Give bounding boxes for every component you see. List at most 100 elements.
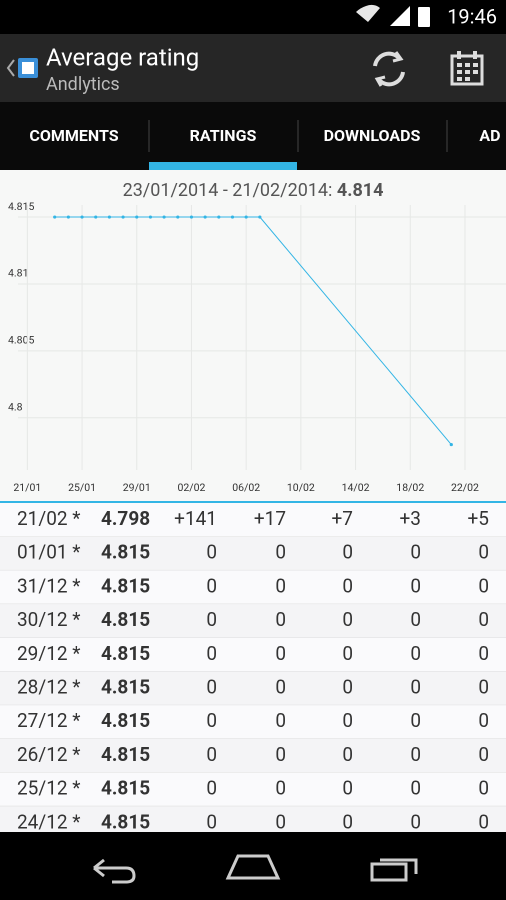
- subtitle: Andlytics: [46, 74, 120, 95]
- count-cell: 0: [342, 810, 353, 833]
- count-cell: 0: [410, 574, 421, 597]
- count-cell: +141: [174, 507, 217, 530]
- count-cell: 0: [275, 574, 286, 597]
- count-cell: 0: [410, 709, 421, 732]
- x-tick-label: 18/02: [396, 481, 424, 494]
- table-row: [0, 671, 506, 706]
- count-cell: 0: [275, 810, 286, 833]
- count-cell: 0: [410, 810, 421, 833]
- table-row: [0, 503, 506, 537]
- rating-cell: 4.815: [101, 709, 150, 732]
- data-point: [217, 215, 221, 219]
- count-cell: 0: [342, 541, 353, 564]
- count-cell: 0: [410, 642, 421, 665]
- refresh-button[interactable]: [373, 51, 405, 87]
- count-cell: 0: [275, 642, 286, 665]
- count-cell: 0: [410, 676, 421, 699]
- chart-title-value: 4.814: [337, 180, 384, 201]
- data-point: [176, 215, 180, 219]
- count-cell: 0: [206, 676, 217, 699]
- date-cell: 27/12 *: [17, 709, 80, 732]
- recents-button[interactable]: [370, 858, 418, 882]
- data-point: [148, 215, 153, 219]
- count-cell: 0: [206, 709, 217, 732]
- count-cell: +3: [400, 507, 421, 530]
- date-cell: 21/02 *: [17, 507, 80, 530]
- rating-cell: 4.815: [101, 743, 150, 766]
- x-tick-label: 10/02: [287, 481, 315, 494]
- count-cell: 0: [275, 676, 286, 699]
- chart-area: [0, 170, 506, 502]
- date-cell: 01/01 *: [17, 541, 80, 564]
- clock: 19:46: [447, 4, 497, 28]
- count-cell: 0: [342, 642, 353, 665]
- count-cell: 0: [342, 709, 353, 732]
- data-point: [107, 215, 112, 219]
- app-icon-inner: [22, 62, 34, 74]
- up-caret[interactable]: [6, 59, 15, 77]
- data-point: [121, 215, 125, 219]
- data-point: [94, 215, 98, 219]
- status-bar: [0, 0, 506, 34]
- count-cell: 0: [478, 810, 489, 833]
- count-cell: 0: [410, 743, 421, 766]
- table-row: [0, 536, 506, 571]
- calendar-button[interactable]: [450, 51, 484, 86]
- data-point: [258, 215, 262, 219]
- back-button[interactable]: [93, 858, 136, 884]
- data-point: [80, 215, 84, 219]
- count-cell: 0: [206, 743, 217, 766]
- count-cell: 0: [342, 777, 353, 800]
- data-point: [66, 215, 70, 219]
- count-cell: 0: [478, 777, 489, 800]
- count-cell: 0: [478, 676, 489, 699]
- data-point: [135, 215, 139, 219]
- tab[interactable]: DOWNLOADS: [324, 126, 421, 145]
- count-cell: 0: [206, 810, 217, 833]
- rating-cell: 4.798: [101, 507, 150, 530]
- tab[interactable]: RATINGS: [190, 126, 257, 145]
- y-tick-label: 4.8: [8, 401, 23, 414]
- count-cell: +17: [254, 507, 286, 530]
- count-cell: 0: [342, 608, 353, 631]
- data-point: [449, 442, 453, 447]
- date-cell: 28/12 *: [17, 676, 80, 699]
- count-cell: 0: [342, 574, 353, 597]
- rating-cell: 4.815: [101, 541, 150, 564]
- tab[interactable]: AD: [479, 126, 500, 145]
- x-tick-label: 21/01: [13, 481, 41, 494]
- data-point: [203, 215, 207, 219]
- data-point: [230, 215, 235, 219]
- date-cell: 24/12 *: [17, 810, 80, 833]
- count-cell: 0: [410, 608, 421, 631]
- date-cell: 26/12 *: [17, 743, 80, 766]
- chart-divider: [0, 501, 506, 503]
- count-cell: +5: [468, 507, 489, 530]
- home-button[interactable]: [225, 854, 281, 880]
- rating-cell: 4.815: [101, 608, 150, 631]
- table-row: [0, 772, 506, 807]
- y-tick-label: 4.81: [8, 267, 28, 280]
- tab[interactable]: COMMENTS: [29, 126, 118, 145]
- count-cell: 0: [275, 541, 286, 564]
- count-cell: 0: [206, 642, 217, 665]
- count-cell: 0: [275, 777, 286, 800]
- rating-cell: 4.815: [101, 676, 150, 699]
- count-cell: 0: [206, 574, 217, 597]
- chart-title-range: 23/01/2014 - 21/02/2014:: [123, 180, 333, 201]
- count-cell: 0: [206, 777, 217, 800]
- count-cell: +7: [332, 507, 353, 530]
- count-cell: 0: [478, 608, 489, 631]
- count-cell: 0: [478, 743, 489, 766]
- table-row: [0, 705, 506, 739]
- y-tick-label: 4.805: [8, 334, 34, 347]
- count-cell: 0: [478, 709, 489, 732]
- table-row: [0, 637, 506, 672]
- count-cell: 0: [478, 642, 489, 665]
- table-row: [0, 604, 506, 638]
- action-bar: [0, 34, 506, 102]
- table-row: [0, 806, 506, 832]
- count-cell: 0: [342, 743, 353, 766]
- title: Average rating: [46, 43, 199, 71]
